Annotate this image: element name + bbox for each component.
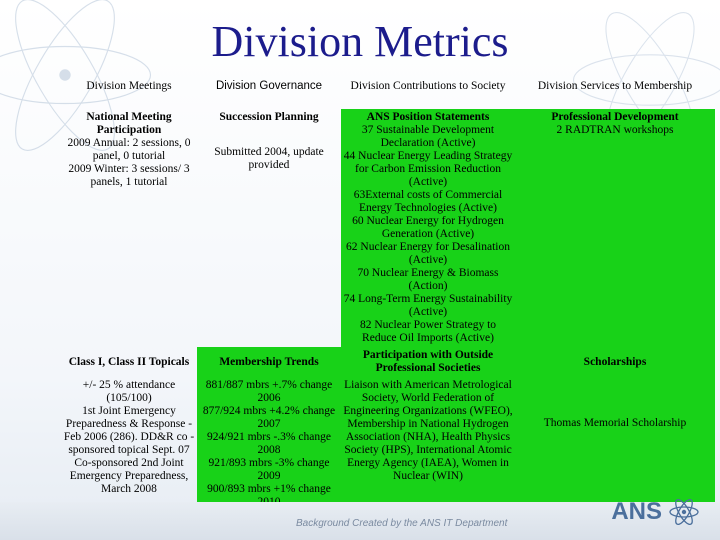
ans-atom-icon bbox=[669, 498, 699, 526]
header-services: Division Services to Membership bbox=[537, 79, 693, 92]
cell-succession: Succession Planning Submitted 2004, upda… bbox=[197, 109, 341, 347]
ans-logo: ANS bbox=[611, 496, 700, 528]
cell-outside-societies: Liaison with American Metrological Socie… bbox=[341, 377, 515, 517]
header-meetings: Division Meetings bbox=[86, 79, 172, 92]
cell-line: 921/893 mbrs -3% change 2009 bbox=[208, 457, 330, 482]
footer-credit: Background Created by the ANS IT Departm… bbox=[296, 518, 508, 529]
cell-position-statements: ANS Position Statements 37 Sustainable D… bbox=[341, 109, 515, 347]
cell-line: 881/887 mbrs +.7% change 2006 bbox=[205, 379, 333, 404]
footer-bar: Background Created by the ANS IT Departm… bbox=[0, 498, 720, 540]
cell-line: 70 Nuclear Energy & Biomass (Action) bbox=[357, 267, 499, 292]
cell-title: Professional Development bbox=[551, 111, 679, 123]
cell-line: 82 Nuclear Power Strategy to Reduce Oil … bbox=[359, 319, 497, 344]
logo-text: ANS bbox=[611, 498, 662, 525]
cell-line: 2009 Winter: 3 sessions/ 3 panels, 1 tut… bbox=[68, 163, 190, 188]
cell-topicals-title: Class I, Class II Topicals bbox=[68, 355, 190, 368]
cell-participation-title: Participation with Outside Professional … bbox=[341, 347, 515, 377]
atom-decoration-icon bbox=[0, 0, 152, 151]
cell-national-meeting: National Meeting Participation 2009 Annu… bbox=[61, 109, 197, 347]
cell-topicals: +/- 25 % attendance (105/100) 1st Joint … bbox=[61, 377, 197, 517]
page-title: Division Metrics bbox=[211, 17, 509, 66]
metrics-table: Division Meetings Division Governance Di… bbox=[61, 63, 715, 517]
cell-line: Submitted 2004, update provided bbox=[214, 146, 324, 171]
table-header-row: Division Meetings Division Governance Di… bbox=[61, 63, 715, 109]
cell-line: Thomas Memorial Scholarship bbox=[543, 417, 687, 429]
table-row: Class I, Class II Topicals Membership Tr… bbox=[61, 347, 715, 377]
header-contributions: Division Contributions to Society bbox=[350, 79, 506, 92]
cell-title: National Meeting Participation bbox=[86, 111, 172, 136]
cell-line: 37 Sustainable Development Declaration (… bbox=[361, 124, 495, 149]
cell-membership-title: Membership Trends bbox=[197, 347, 341, 377]
cell-line: 63External costs of Commercial Energy Te… bbox=[353, 189, 503, 214]
cell-scholarships-title: Scholarships bbox=[515, 347, 715, 377]
cell-title: ANS Position Statements bbox=[366, 111, 490, 123]
header-governance: Division Governance bbox=[215, 79, 323, 92]
cell-line: 62 Nuclear Energy for Desalination (Acti… bbox=[346, 241, 510, 266]
cell-line: 924/921 mbrs -.3% change 2008 bbox=[207, 431, 331, 456]
cell-line: 1st Joint Emergency Preparedness & Respo… bbox=[63, 405, 195, 456]
cell-line: 2 RADTRAN workshops bbox=[556, 124, 674, 136]
table-row: National Meeting Participation 2009 Annu… bbox=[61, 109, 715, 347]
cell-line: 60 Nuclear Energy for Hydrogen Generatio… bbox=[352, 215, 504, 240]
cell-line: 74 Long-Term Energy Sustainability (Acti… bbox=[343, 293, 513, 318]
cell-line: 44 Nuclear Energy Leading Strategy for C… bbox=[343, 150, 513, 188]
cell-line: +/- 25 % attendance (105/100) bbox=[82, 379, 176, 404]
cell-professional-development: Professional Development 2 RADTRAN works… bbox=[515, 109, 715, 347]
cell-title: Succession Planning bbox=[219, 111, 319, 123]
cell-line: 2009 Annual: 2 sessions, 0 panel, 0 tuto… bbox=[67, 137, 191, 162]
table-row: +/- 25 % attendance (105/100) 1st Joint … bbox=[61, 377, 715, 517]
cell-line: 877/924 mbrs +4.2% change 2007 bbox=[202, 405, 336, 430]
cell-scholarship: Thomas Memorial Scholarship bbox=[515, 377, 715, 517]
cell-membership-trends: 881/887 mbrs +.7% change 2006 877/924 mb… bbox=[197, 377, 341, 517]
cell-line: Co-sponsored 2nd Joint Emergency Prepare… bbox=[69, 457, 189, 495]
